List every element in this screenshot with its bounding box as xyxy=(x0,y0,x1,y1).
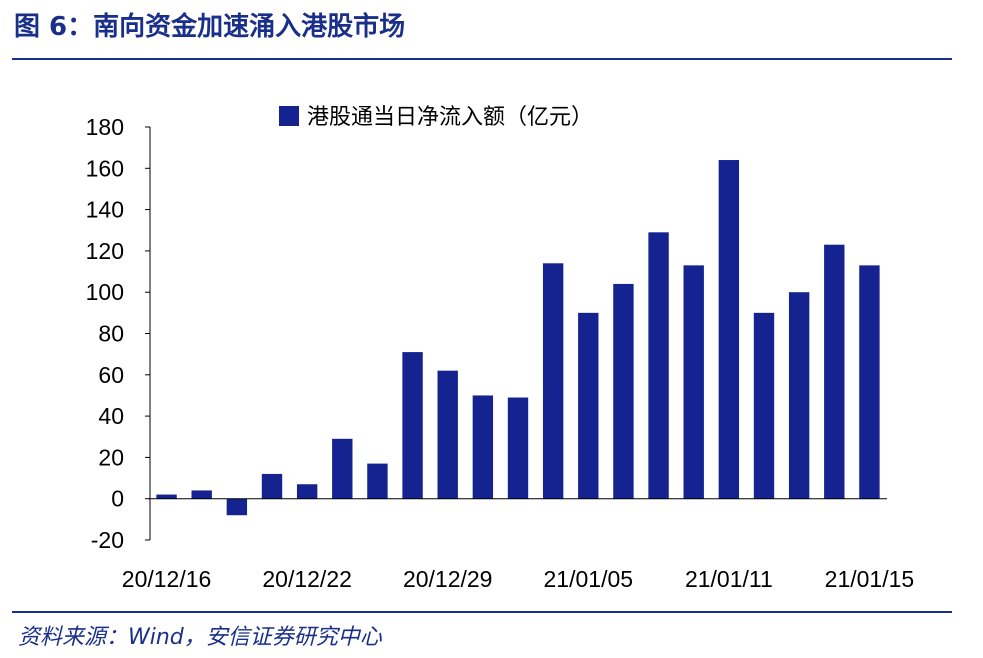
title-divider xyxy=(12,58,952,60)
bar-chart: 港股通当日净流入额（亿元） -20 0 20 40 60 80 100 120 140 160 18… xyxy=(86,104,915,592)
figure-title: 图 6：南向资金加速涌入港股市场 xyxy=(14,12,406,42)
x-tick-label: 21/01/15 xyxy=(825,566,915,592)
footer-divider xyxy=(12,611,952,613)
source-note: 资料来源：Wind，安信证券研究中心 xyxy=(18,625,382,650)
chart-legend: 港股通当日净流入额（亿元） xyxy=(279,104,593,129)
y-tick-label: 100 xyxy=(86,279,124,305)
y-tick-label: 120 xyxy=(86,238,124,264)
y-tick-label: -20 xyxy=(91,527,124,553)
bar xyxy=(261,473,283,499)
bar xyxy=(437,370,458,499)
bar xyxy=(578,312,599,499)
y-tick-label: 80 xyxy=(98,321,124,347)
bar xyxy=(718,160,740,499)
bar xyxy=(648,232,669,499)
legend-label: 港股通当日净流入额（亿元） xyxy=(307,104,593,129)
x-tick-label: 21/01/11 xyxy=(685,566,773,592)
legend-swatch xyxy=(279,106,299,126)
bar xyxy=(542,263,564,499)
bar xyxy=(296,484,318,499)
bar xyxy=(472,395,494,499)
y-tick-label: 0 xyxy=(111,486,124,512)
bar xyxy=(226,498,248,516)
bar xyxy=(507,397,529,499)
bar xyxy=(367,463,388,499)
y-tick-label: 40 xyxy=(98,403,124,429)
x-tick-label: 20/12/29 xyxy=(403,566,493,592)
y-tick-label: 160 xyxy=(86,155,124,181)
bar xyxy=(191,490,212,499)
bar xyxy=(859,265,880,499)
bar xyxy=(824,244,845,499)
x-axis: 20/12/16 20/12/22 20/12/29 21/01/05 21/01/11… xyxy=(122,498,915,592)
x-tick-label: 20/12/16 xyxy=(122,566,212,592)
x-tick-label: 20/12/22 xyxy=(262,566,352,592)
y-tick-label: 180 xyxy=(86,114,124,140)
bar xyxy=(156,494,177,499)
x-tick-label: 21/01/05 xyxy=(544,566,634,592)
y-tick-label: 60 xyxy=(98,362,124,388)
bars xyxy=(156,160,880,516)
bar xyxy=(332,438,353,499)
y-axis: -20 0 20 40 60 80 100 120 140 160 180 xyxy=(86,114,151,553)
bar xyxy=(753,312,775,499)
y-tick-label: 20 xyxy=(98,444,124,470)
bar xyxy=(402,352,423,499)
y-tick-label: 140 xyxy=(86,197,124,223)
bar xyxy=(788,292,810,499)
bar xyxy=(683,265,704,499)
bar xyxy=(613,283,634,499)
